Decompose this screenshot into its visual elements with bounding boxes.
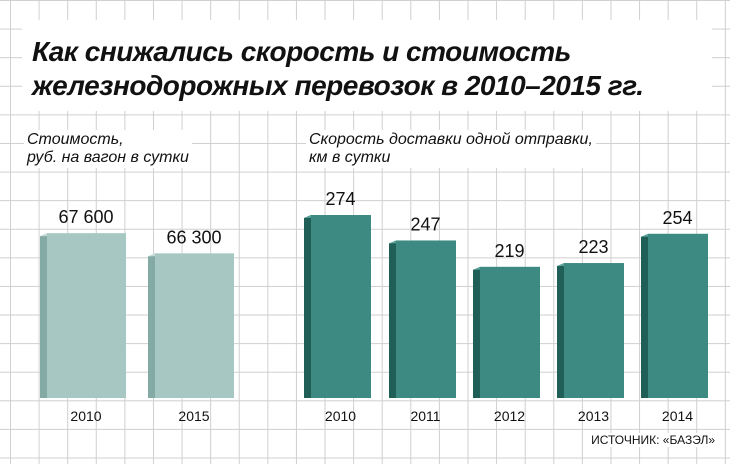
cost-category-label-2010: 2010 [70,408,101,424]
speed-bar-2012 [480,266,540,398]
cost-value-label-2010: 67 600 [58,207,113,227]
speed-subtitle-line-1: Скорость доставки одной отправки, [309,131,593,148]
speed-category-label-2013: 2013 [578,408,609,424]
speed-value-label-2013: 223 [578,237,608,257]
speed-subtitle: Скорость доставки одной отправки, км в с… [306,130,596,168]
cost-bar-side-2015 [148,253,155,398]
cost-bar-2010 [47,233,126,398]
cost-value-label-2015: 66 300 [166,227,221,247]
speed-value-label-2014: 254 [662,208,692,228]
speed-value-label-2012: 219 [494,241,524,261]
cost-subtitle-line-2: руб. на вагон в сутки [27,149,189,166]
cost-subtitle: Стоимость, руб. на вагон в сутки [24,130,192,168]
speed-bar-2013 [564,263,624,398]
speed-category-label-2010: 2010 [325,408,356,424]
speed-bar-side-2012 [473,266,480,398]
speed-bar-2010 [311,215,371,398]
speed-bar-side-2011 [389,240,396,398]
chart-title-line-1: Как снижались скорость и стоимость [32,36,571,67]
speed-bar-side-2014 [641,233,648,398]
speed-bar-side-2010 [304,215,311,398]
cost-bar-2015 [155,253,234,398]
cost-subtitle-line-1: Стоимость, [27,131,124,148]
speed-value-label-2010: 274 [325,189,355,209]
speed-bar-side-2013 [557,263,564,398]
speed-category-label-2011: 2011 [410,408,440,424]
cost-bar-side-2010 [40,233,47,398]
speed-bar-2011 [396,240,456,398]
speed-bar-2014 [648,233,708,398]
title-box: Как снижались скорость и стоимость желез… [22,20,712,111]
speed-subtitle-line-2: км в сутки [309,149,391,166]
speed-value-label-2011: 247 [410,214,440,234]
source-note: ИСТОЧНИК: «БАЗЭЛ» [588,433,718,447]
chart-title-line-2: железнодорожных перевозок в 2010–2015 гг… [32,70,644,101]
cost-category-label-2015: 2015 [178,408,209,424]
speed-category-label-2012: 2012 [494,408,525,424]
speed-category-label-2014: 2014 [662,408,693,424]
